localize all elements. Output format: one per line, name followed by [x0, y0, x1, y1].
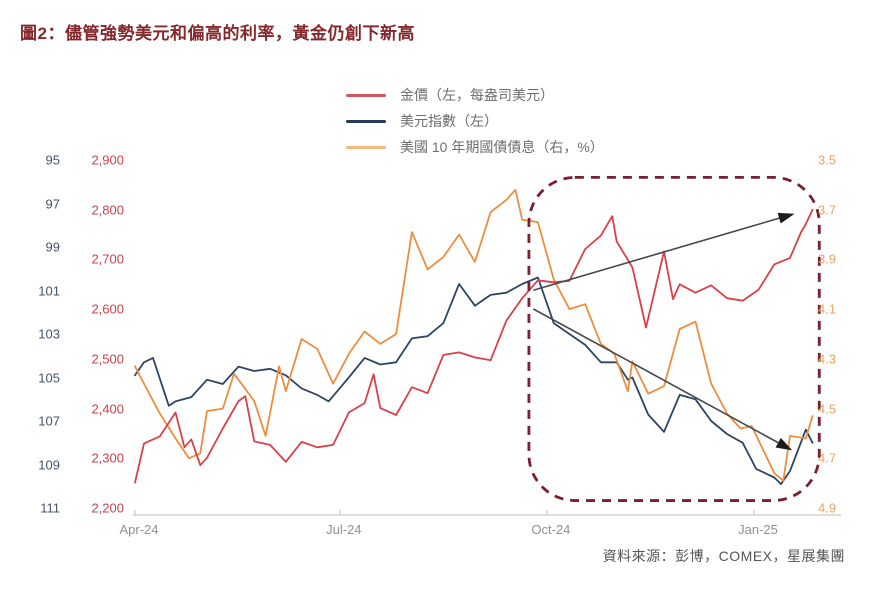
legend-label-gold: 金價（左，每盎司美元）: [400, 87, 554, 103]
chart-title: 圖2：儘管強勢美元和偏高的利率，黃金仍創下新高: [20, 24, 415, 43]
source-note: 資料來源：彭博，COMEX，星展集團: [602, 548, 845, 564]
trend-arrowhead-icon-1: [777, 212, 795, 224]
highlight-box: [527, 175, 821, 502]
trend-arrowhead-icon-2: [775, 437, 793, 451]
trend-arrow-line-1: [533, 214, 789, 292]
legend-label-yield: 美國 10 年期國債債息（右，%）: [400, 139, 604, 155]
legend-item-dxy: 美元指數（左）: [346, 108, 604, 134]
legend-line-dxy-icon: [346, 119, 386, 123]
trend-arrow-line-2: [533, 308, 788, 449]
series-line-yield: [134, 188, 814, 482]
legend-line-gold-icon: [346, 93, 386, 97]
series-line-dxy: [134, 276, 814, 486]
legend-label-dxy: 美元指數（左）: [400, 113, 498, 129]
legend-line-yield-icon: [346, 145, 386, 149]
legend-item-gold: 金價（左，每盎司美元）: [346, 82, 604, 108]
series-line-gold: [134, 208, 814, 484]
legend-item-yield: 美國 10 年期國債債息（右，%）: [346, 134, 604, 160]
legend: 金價（左，每盎司美元） 美元指數（左） 美國 10 年期國債債息（右，%）: [346, 82, 604, 160]
